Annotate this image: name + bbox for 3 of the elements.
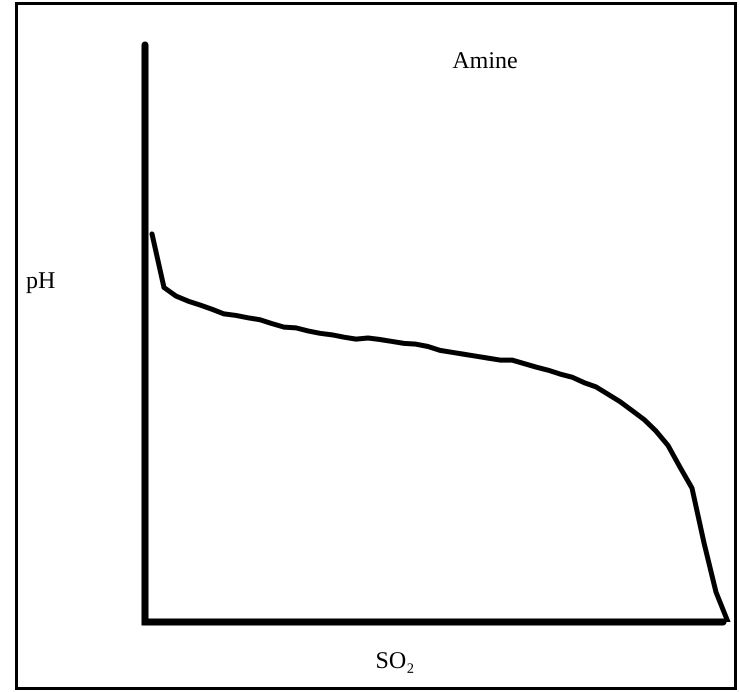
y-axis-title: pH — [26, 268, 56, 295]
chart-title: Amine — [452, 48, 518, 75]
x-axis-title: SO₂ — [375, 648, 415, 675]
